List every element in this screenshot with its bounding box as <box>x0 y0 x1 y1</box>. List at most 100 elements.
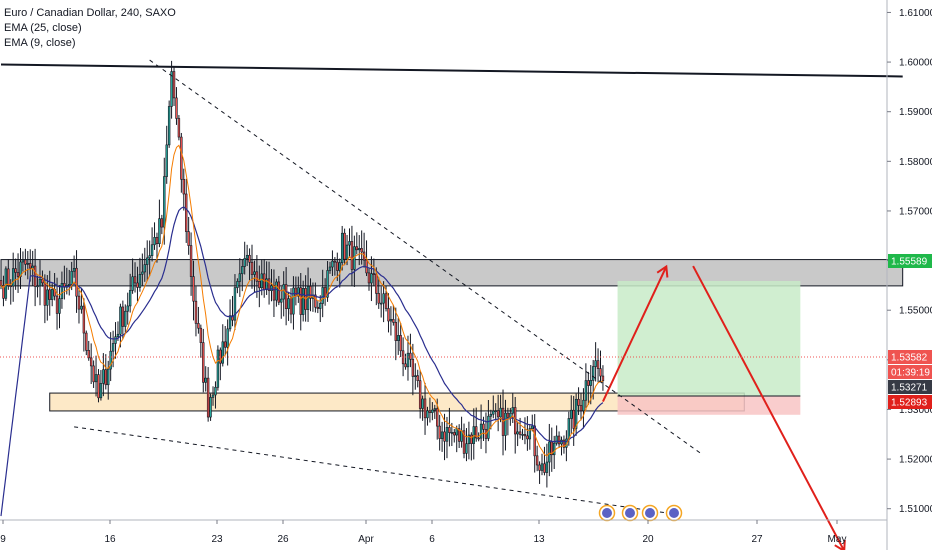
candle <box>245 244 249 267</box>
candle-body <box>475 426 478 439</box>
candle <box>124 304 127 333</box>
candle-body <box>577 398 580 406</box>
candle <box>287 292 290 321</box>
candle-body <box>518 431 522 435</box>
candle-body <box>192 276 195 302</box>
candle-body <box>163 176 166 228</box>
candle-body <box>589 380 592 386</box>
candle-body <box>394 322 397 341</box>
candle <box>426 406 429 426</box>
candle <box>409 333 412 368</box>
candle-body <box>165 144 168 177</box>
event-icon-dot <box>669 508 679 518</box>
price-tag-label: 1.52893 <box>891 398 928 409</box>
event-icons[interactable] <box>598 504 683 522</box>
candle-body <box>14 268 17 273</box>
candle <box>192 260 195 321</box>
candle-body <box>382 293 385 304</box>
candle-body <box>29 263 32 269</box>
candle-body <box>277 281 281 303</box>
candle <box>284 267 288 326</box>
candle-body <box>255 271 259 282</box>
x-tick-label: 20 <box>642 534 654 545</box>
candle-body <box>80 305 83 310</box>
legend-ema25[interactable]: EMA (25, close) <box>4 22 82 34</box>
up-arrow <box>602 264 669 402</box>
candle-body <box>92 365 95 383</box>
candle-body <box>445 427 449 442</box>
candle-body <box>82 305 86 334</box>
profit-zone <box>617 280 801 397</box>
candle <box>328 261 332 274</box>
candle <box>77 287 81 324</box>
candle <box>416 369 419 388</box>
candle-body <box>379 302 383 305</box>
candle <box>489 409 493 430</box>
candle-body <box>50 289 54 300</box>
candle <box>0 260 3 290</box>
candle-body <box>216 349 220 388</box>
event-icon[interactable] <box>665 504 683 522</box>
candle-body <box>389 319 393 322</box>
candle-body <box>487 415 490 439</box>
x-tick-label: May <box>828 534 847 545</box>
candle-body <box>150 244 154 256</box>
candle-body <box>265 278 268 290</box>
x-tick-label: 27 <box>751 534 763 545</box>
candle <box>209 393 212 421</box>
candle <box>584 363 588 410</box>
falling-support <box>74 426 679 516</box>
candle-body <box>224 341 227 348</box>
candle-body <box>387 308 390 322</box>
candle <box>445 416 449 459</box>
candle-body <box>160 218 164 228</box>
candle <box>465 428 468 462</box>
candle-body <box>141 271 144 275</box>
candle <box>228 299 232 332</box>
event-icon[interactable] <box>621 504 639 522</box>
y-tick-label: 1.55000 <box>899 306 932 317</box>
candle-body <box>211 394 215 398</box>
candle-body <box>292 287 295 315</box>
candle <box>270 269 273 302</box>
candle <box>114 322 117 359</box>
candle-body <box>250 261 254 275</box>
candle-body <box>89 357 93 367</box>
candle <box>397 318 400 355</box>
legend-symbol[interactable]: Euro / Canadian Dollar, 240, SAXO <box>4 7 176 19</box>
candle <box>438 414 441 451</box>
price-tag-label: 1.55589 <box>891 257 928 268</box>
candle <box>87 340 90 361</box>
y-tick-label: 1.60000 <box>899 58 932 69</box>
candle <box>214 381 217 409</box>
candle <box>102 353 105 397</box>
candle <box>109 332 112 382</box>
candle <box>148 240 151 277</box>
candle-body <box>75 267 78 297</box>
candle <box>206 367 210 422</box>
candle <box>107 360 110 400</box>
candle-body <box>499 407 502 418</box>
event-icon[interactable] <box>641 504 659 522</box>
legend-ema9[interactable]: EMA (9, close) <box>4 37 76 49</box>
candle-body <box>599 368 602 377</box>
candle-body <box>275 281 278 301</box>
candle-body <box>472 426 475 444</box>
candle-body <box>124 310 127 327</box>
candle-body <box>187 231 190 246</box>
candle <box>340 225 344 271</box>
candle-body <box>243 258 246 267</box>
candle <box>2 275 5 307</box>
event-icon[interactable] <box>598 504 616 522</box>
x-axis[interactable]: 9 16 23 26 Apr 6 13 20 27 May <box>0 520 846 545</box>
candle-body <box>511 407 514 414</box>
candle-body <box>158 218 161 245</box>
candle-body <box>328 266 332 271</box>
candle <box>46 275 49 321</box>
candle <box>526 416 529 451</box>
candle <box>221 324 224 367</box>
candle <box>126 292 129 325</box>
candle-body <box>462 430 466 454</box>
candle <box>36 275 39 298</box>
